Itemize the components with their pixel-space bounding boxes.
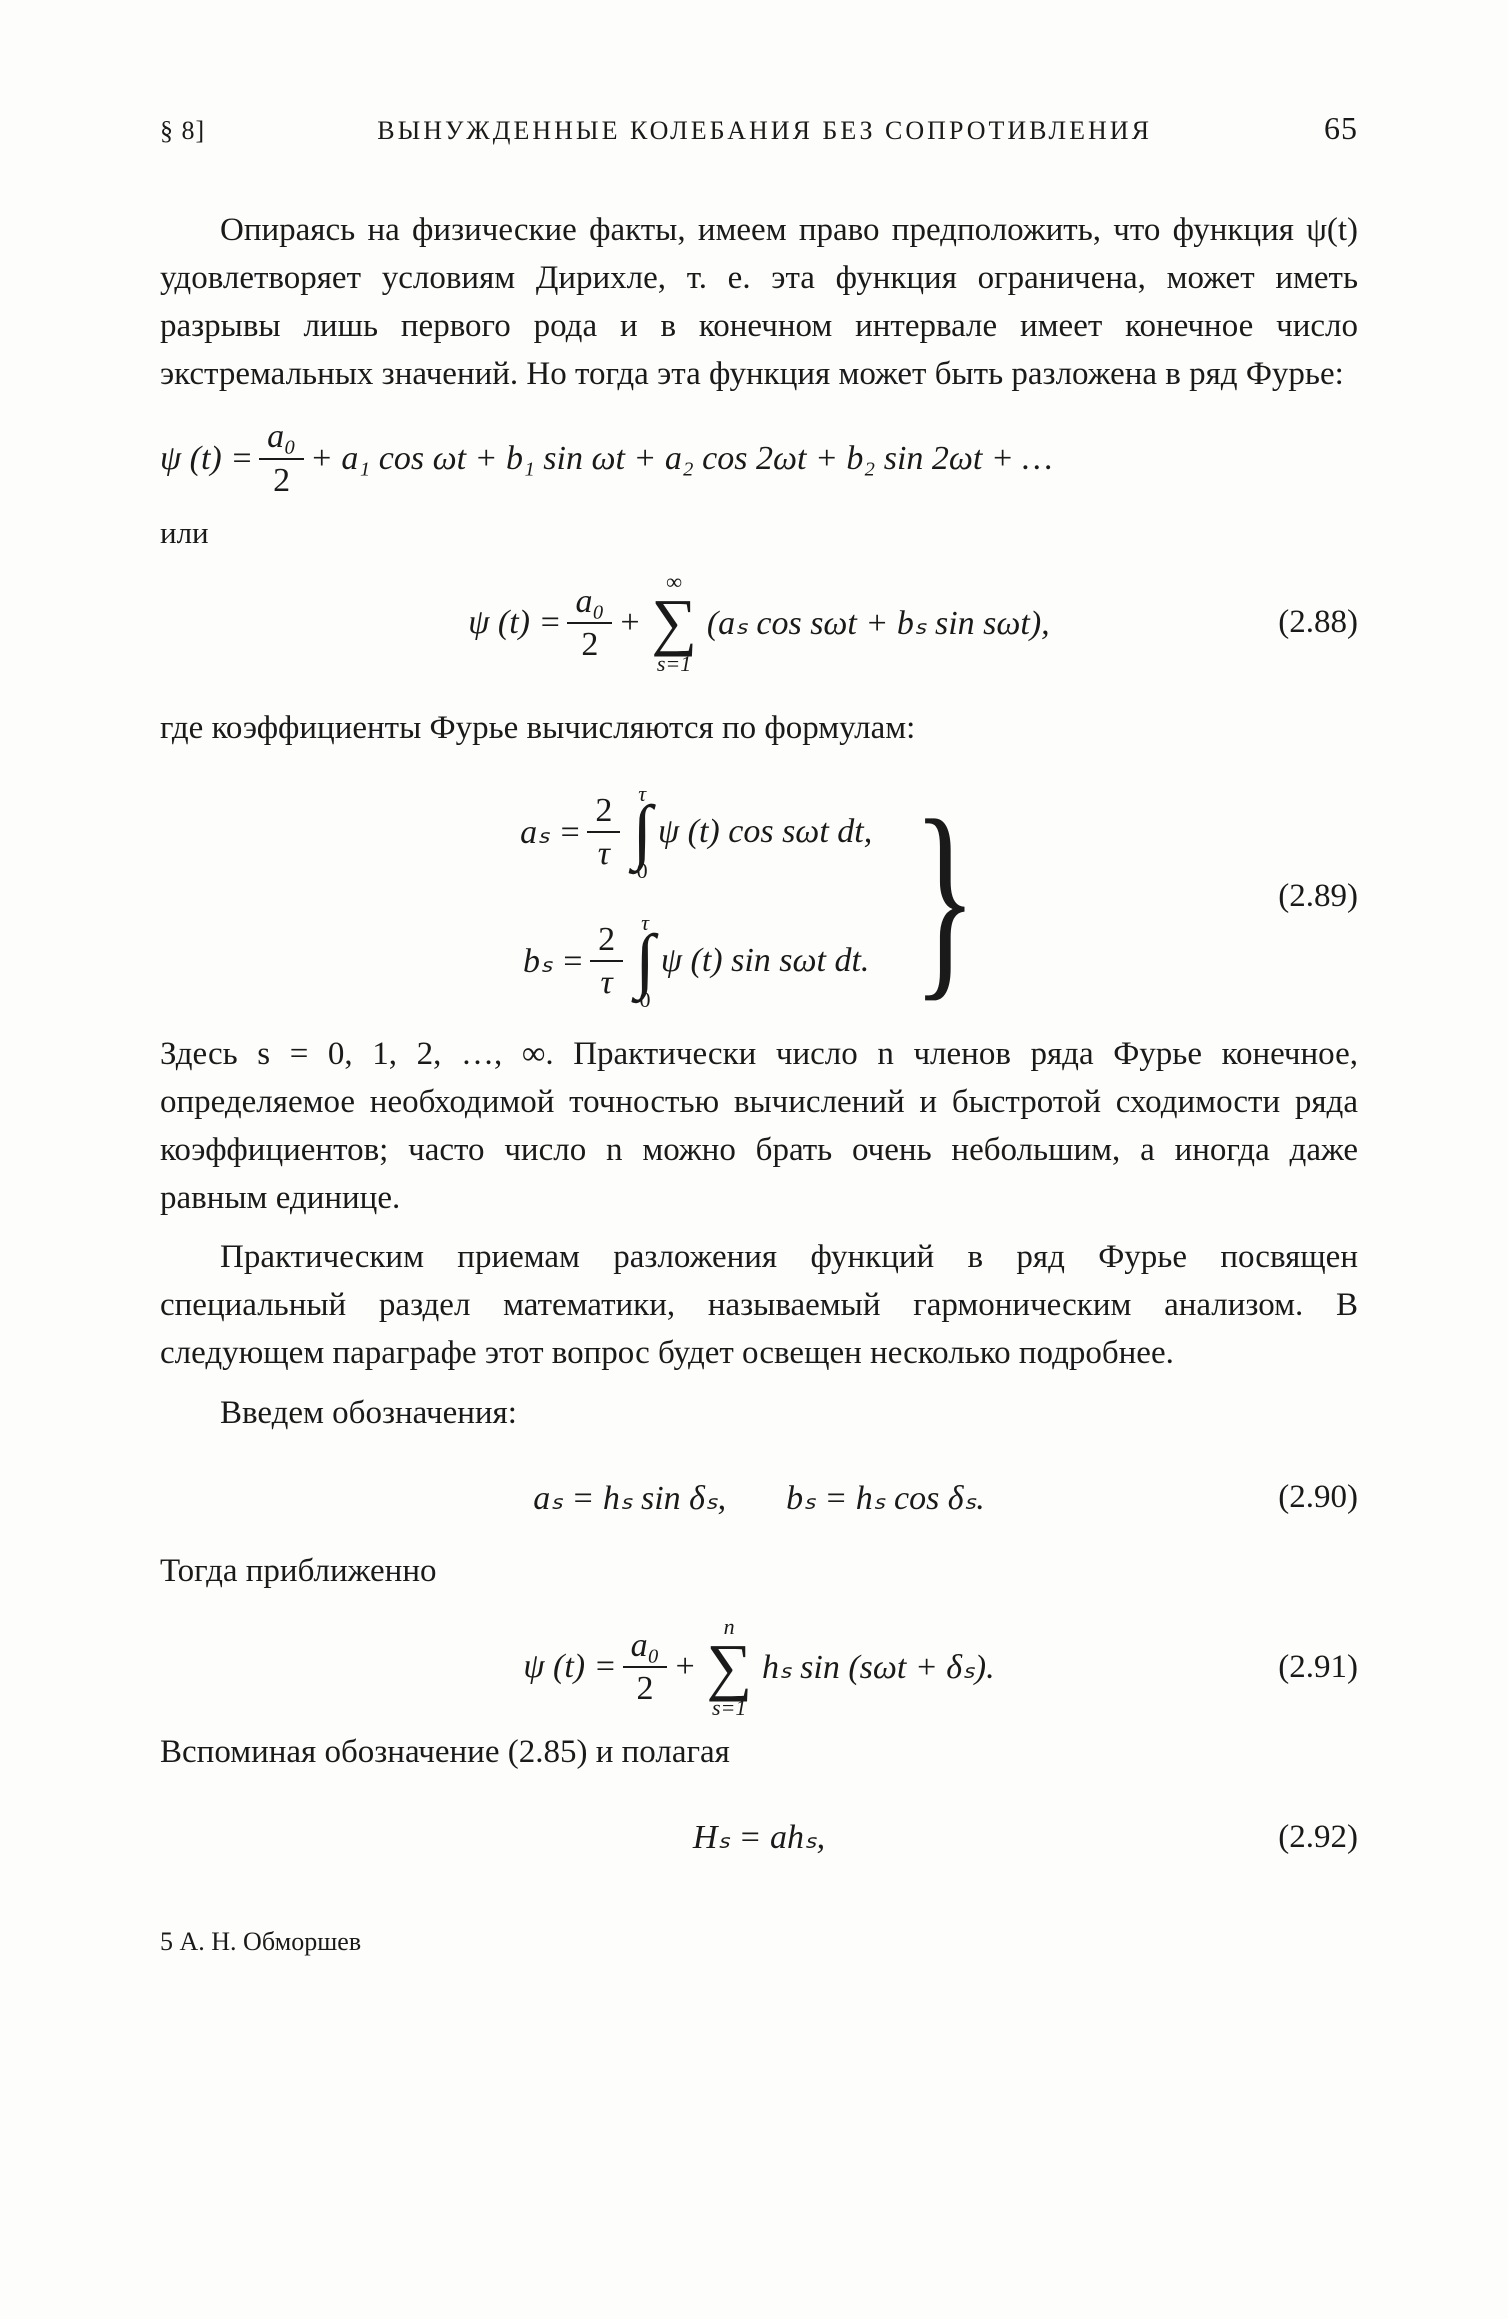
paragraph-4: Практическим приемам разложения функций … [160,1234,1358,1378]
header-title: ВЫНУЖДЕННЫЕ КОЛЕБАНИЯ БЕЗ СОПРОТИВЛЕНИЯ [205,116,1324,146]
summation: n ∑ s=1 [706,1616,752,1720]
section-label: § 8] [160,116,205,146]
equation-pair: aₛ = 2 τ τ ∫ 0 ψ (t) cos sωt dt, bₛ = 2 … [520,783,872,1011]
fraction: a₀ 2 [567,583,612,664]
fraction: 2 τ [587,792,620,873]
equation-number: (2.89) [1278,878,1358,915]
equation-number: (2.88) [1278,604,1358,641]
page: § 8] ВЫНУЖДЕННЫЕ КОЛЕБАНИЯ БЕЗ СОПРОТИВЛ… [0,0,1508,2319]
frac-num: a₀ [567,583,612,624]
eq-terms: + a₁ cos ωt + b₁ sin ωt + a₂ cos 2ωt + b… [310,440,1053,478]
fraction: a₀ 2 [259,418,304,499]
equation-2-90: aₛ = hₛ sin δₛ, bₛ = hₛ cos δₛ. (2.90) [160,1458,1358,1538]
plus: + [673,1648,696,1686]
sigma-symbol: ∑ [651,593,697,651]
eq-a: aₛ = 2 τ τ ∫ 0 ψ (t) cos sωt dt, [520,783,872,882]
equation-body: Hₛ = ahₛ, [160,1817,1358,1857]
frac-num: 2 [590,921,623,962]
eq-body: Hₛ = ahₛ, [693,1817,825,1857]
a-body: ψ (t) cos sωt dt, [658,813,872,851]
sigma-symbol: ∑ [706,1638,752,1696]
equation-number: (2.92) [1278,1819,1358,1856]
equation-2-91: ψ (t) = a₀ 2 + n ∑ s=1 hₛ sin (sωt + δₛ)… [160,1616,1358,1720]
frac-den: τ [587,833,620,872]
equation-body: ψ (t) = a₀ 2 + ∞ ∑ s=1 (aₛ cos sωt + bₛ … [160,571,1358,675]
paragraph-7: Вспоминая обозначение (2.85) и полагая [160,1729,1358,1777]
equation-2-92: Hₛ = ahₛ, (2.92) [160,1797,1358,1877]
equation-number: (2.91) [1278,1649,1358,1686]
eq-lhs: ψ (t) = [468,604,561,642]
frac-den: τ [590,962,623,1001]
brace-icon: } [913,798,976,996]
paragraph-2: где коэффициенты Фурье вычисляются по фо… [160,705,1358,753]
integral-symbol: ∫ [632,801,652,862]
summation: ∞ ∑ s=1 [651,571,697,675]
equation-body: ψ (t) = a₀ 2 + n ∑ s=1 hₛ sin (sωt + δₛ)… [160,1616,1358,1720]
sum-bot: s=1 [651,653,697,675]
plus: + [618,604,641,642]
frac-den: 2 [259,460,304,499]
equation-fourier-expansion: ψ (t) = a₀ 2 + a₁ cos ωt + b₁ sin ωt + a… [160,418,1358,499]
equation-number: (2.90) [1278,1479,1358,1516]
fraction: a₀ 2 [623,1627,668,1708]
eq-b: bₛ = hₛ cos δₛ. [786,1478,985,1518]
paragraph-1: Опираясь на физические факты, имеем прав… [160,207,1358,398]
frac-num: 2 [587,792,620,833]
equation-2-88: ψ (t) = a₀ 2 + ∞ ∑ s=1 (aₛ cos sωt + bₛ … [160,571,1358,675]
page-number: 65 [1324,110,1358,147]
sum-bot: s=1 [706,1697,752,1719]
integral-symbol: ∫ [635,930,655,991]
page-header: § 8] ВЫНУЖДЕННЫЕ КОЛЕБАНИЯ БЕЗ СОПРОТИВЛ… [160,110,1358,147]
equation-body: ψ (t) = a₀ 2 + a₁ cos ωt + b₁ sin ωt + a… [160,418,1358,499]
frac-den: 2 [567,624,612,663]
b-body: ψ (t) sin sωt dt. [661,942,870,980]
integral: τ ∫ 0 [635,912,655,1011]
equation-2-89: aₛ = 2 τ τ ∫ 0 ψ (t) cos sωt dt, bₛ = 2 … [160,783,1358,1011]
paragraph-6: Тогда приближенно [160,1548,1358,1596]
eq-body: hₛ sin (sωt + δₛ). [762,1647,995,1687]
eq-a: aₛ = hₛ sin δₛ, [533,1478,726,1518]
paragraph-3: Здесь s = 0, 1, 2, …, ∞. Практически чис… [160,1031,1358,1222]
eq-lhs: ψ (t) = [160,440,253,478]
b-lhs: bₛ = [523,941,584,981]
a-lhs: aₛ = [520,812,581,852]
fraction: 2 τ [590,921,623,1002]
integral: τ ∫ 0 [632,783,652,882]
frac-den: 2 [623,1668,668,1707]
frac-num: a₀ [259,418,304,459]
paragraph-5: Введем обозначения: [160,1390,1358,1438]
eq-body: (aₛ cos sωt + bₛ sin sωt), [707,603,1050,643]
eq-b: bₛ = 2 τ τ ∫ 0 ψ (t) sin sωt dt. [520,912,872,1011]
footer-note: 5 А. Н. Обморшев [160,1927,1358,1957]
frac-num: a₀ [623,1627,668,1668]
word-or: или [160,515,1358,551]
eq-lhs: ψ (t) = [523,1648,616,1686]
equation-body: aₛ = hₛ sin δₛ, bₛ = hₛ cos δₛ. [160,1478,1358,1518]
